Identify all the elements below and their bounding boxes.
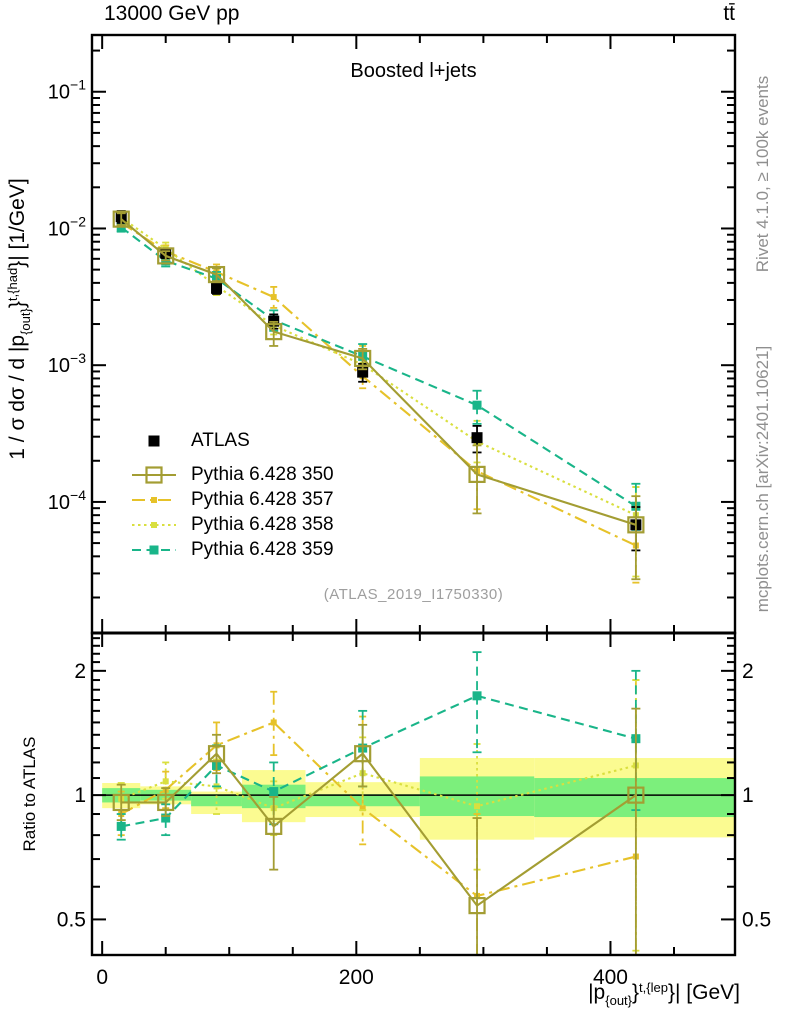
legend-label: Pythia 6.428 359 — [191, 539, 334, 560]
legend-item-atlas: ATLAS — [128, 429, 250, 453]
svg-text:10−3: 10−3 — [48, 350, 86, 377]
legend-label: Pythia 6.428 357 — [191, 489, 334, 510]
svg-text:10−2: 10−2 — [48, 213, 86, 240]
svg-text:1: 1 — [74, 784, 86, 807]
legend-label: Pythia 6.428 358 — [191, 514, 334, 535]
svg-text:200: 200 — [339, 966, 374, 989]
legend-swatch — [132, 497, 176, 503]
process-label: tt̄ — [723, 2, 735, 25]
rivet-version-label: Rivet 4.1.0, ≥ 100k events — [753, 75, 772, 273]
legend-swatch — [132, 522, 176, 528]
ratio-panel — [92, 651, 735, 955]
legend-item-pythia-6-428-358: Pythia 6.428 358 — [128, 513, 334, 537]
svg-text:0.5: 0.5 — [742, 908, 771, 931]
legend-swatch — [132, 545, 176, 555]
svg-text:0.5: 0.5 — [57, 908, 86, 931]
beam-energy-label: 13000 GeV pp — [104, 2, 240, 25]
legend-label: ATLAS — [191, 430, 250, 451]
plot-title: Boosted l+jets — [350, 60, 477, 82]
svg-text:1: 1 — [742, 784, 754, 807]
svg-text:10−1: 10−1 — [48, 77, 86, 104]
atlas-stat-uncertainty-band — [191, 794, 242, 807]
svg-text:2: 2 — [74, 660, 86, 683]
legend-item-pythia-6-428-350: Pythia 6.428 350 — [128, 463, 334, 487]
legend-item-pythia-6-428-359: Pythia 6.428 359 — [128, 538, 334, 562]
svg-text:10−4: 10−4 — [48, 487, 86, 514]
svg-text:400: 400 — [593, 966, 628, 989]
legend-item-pythia-6-428-357: Pythia 6.428 357 — [128, 488, 334, 512]
main-y-axis-title: 1 / σ dσ / d |p{out}}t,{had}| [1/GeV] — [5, 178, 33, 460]
legend-swatch — [148, 435, 160, 447]
x-axis-title: |p{out}}t,{lep}| [GeV] — [588, 980, 740, 1008]
axes: 0 200 400 10−1 10−2 10−3 10−4 0.5 0.5 1 1 2 2 — [48, 33, 771, 989]
svg-text:2: 2 — [742, 660, 754, 683]
legend-label: Pythia 6.428 350 — [191, 464, 334, 485]
ratio-y-axis-title: Ratio to ATLAS — [20, 736, 39, 852]
analysis-watermark: (ATLAS_2019_I1750330) — [323, 586, 504, 603]
svg-text:0: 0 — [96, 966, 108, 989]
legend-swatch — [132, 466, 176, 484]
main-panel — [112, 210, 645, 584]
mcplots-credit-label: mcplots.cern.ch [arXiv:2401.10621] — [753, 345, 772, 613]
